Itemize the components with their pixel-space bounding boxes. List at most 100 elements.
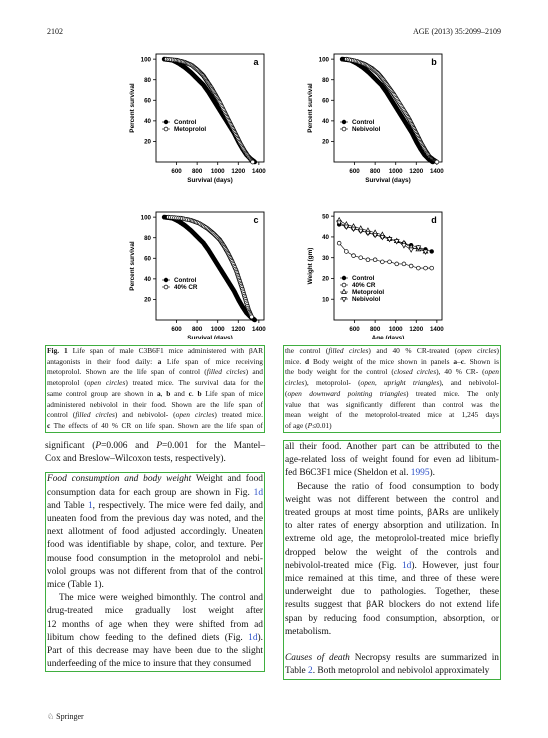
text-span: span by reducing food consumption, absor… <box>285 613 499 624</box>
data-point <box>365 257 371 263</box>
caption-left-line: control (filled circles) and nebivolol- … <box>47 410 263 421</box>
text-span: next allotment of food adjusted accordin… <box>47 527 263 538</box>
publisher-name: Springer <box>56 712 84 721</box>
text-span: ), 40 % CR- ( <box>436 367 485 377</box>
text-span: =0.001 for the Mantel– <box>162 441 266 451</box>
body-column-right: all their food. Another part can be attr… <box>283 440 501 680</box>
footer: ♘ Springer <box>47 712 84 721</box>
text-span: 12 months of age when they were shifted … <box>47 619 263 630</box>
body-right-line: metabolism. <box>285 626 499 639</box>
data-point <box>336 240 342 246</box>
legend-label: Metoprolol <box>352 289 384 296</box>
text-span: closed circles <box>393 367 437 377</box>
y-tick-label: 100 <box>141 214 152 221</box>
text-span: a <box>157 356 162 366</box>
y-tick-label: 50 <box>322 213 329 220</box>
y-tick-label: 20 <box>322 139 329 146</box>
y-tick-label: 80 <box>322 77 329 84</box>
panel-b: 600 800 1000 1200 1400 20 40 60 80 100 Survival (d… <box>307 53 444 184</box>
springer-logo-icon: ♘ <box>47 712 55 721</box>
text-span: open circles <box>457 346 497 355</box>
text-span: mice (Table 1). <box>47 580 104 591</box>
text-span: Fig. 1 <box>47 346 68 355</box>
caption-right-line: mice. d Body weight of the mice shown in… <box>285 357 499 368</box>
data-point <box>252 317 258 323</box>
body-left-line: The mice were weighed bimonthly. The con… <box>47 592 263 605</box>
reference-link[interactable]: 1 <box>87 500 93 511</box>
y-tick-label: 20 <box>144 297 151 304</box>
reference-link[interactable]: 1d <box>253 487 263 498</box>
body-left-line: uneaten food from the previous day was n… <box>47 513 263 526</box>
text-span: ) treated mice. The only <box>406 388 500 398</box>
text-span: open circles <box>86 378 126 388</box>
text-span: ). However, just four <box>411 560 499 571</box>
data-point <box>336 220 343 226</box>
body-right-line: nebivolol-treated mice (Fig. 1d). Howeve… <box>285 560 499 573</box>
text-span: the body weight for the control ( <box>285 367 394 377</box>
text-span: open <box>484 367 499 377</box>
x-tick-label: 1200 <box>409 326 423 333</box>
data-point <box>357 228 364 235</box>
x-axis-label: Survival (days) <box>187 177 232 184</box>
y-tick-label: 40 <box>144 276 151 283</box>
body-left-line: libitum chow feeding to the defined diet… <box>47 632 263 645</box>
caption-left-line: administered nebivolol in their food. Sh… <box>47 400 263 411</box>
data-point <box>416 265 421 271</box>
text-span: . <box>191 388 198 398</box>
text-span: ( <box>285 388 288 398</box>
series-nebivolol <box>344 56 440 165</box>
legend-marker <box>341 288 347 294</box>
data-point <box>372 232 379 239</box>
body-right-line: fed B6C3F1 mice (Sheldon et al. 1995). <box>285 467 499 480</box>
page-number: 2102 <box>47 27 63 36</box>
data-point <box>423 265 428 271</box>
journal-header: AGE (2013) 35:2099–2109 <box>413 27 501 36</box>
text-span: metoprolol ( <box>47 378 87 388</box>
y-axis-label: Percent survival <box>129 83 136 133</box>
text-span: weight was not different between the con… <box>285 494 499 505</box>
reference-link[interactable]: 2 <box>308 666 313 677</box>
reference-link[interactable]: 1d <box>401 560 412 571</box>
text-span: Weight and food <box>191 474 263 485</box>
text-span: nebivolol-treated mice (Fig. <box>285 560 402 571</box>
caption-right-line: of age (P≤0.01) <box>285 421 499 432</box>
data-point <box>422 249 429 255</box>
caption-left-line: Fig. 1 Life span of male C3B6F1 mice adm… <box>47 346 263 357</box>
text-span: significant ( <box>45 441 96 451</box>
x-tick-label: 800 <box>192 326 203 333</box>
reference-link[interactable]: 1995 <box>410 468 430 479</box>
data-point <box>358 255 363 260</box>
legend-label: 40% CR <box>352 282 376 289</box>
body-right-line: treated groups at most time points, βARs… <box>285 507 499 520</box>
body-right-line: Causes of death Necropsy results are sum… <box>285 652 499 665</box>
text-span: . Shown is <box>464 356 499 366</box>
reference-link[interactable]: 1d <box>248 632 258 643</box>
caption-left-line: same control group are shown in a, b and… <box>47 389 263 400</box>
text-span: underfeeding of the mice to insure that … <box>47 659 252 670</box>
panel-a: 600 800 1000 1200 1400 20 40 60 80 100 Survival (d… <box>129 53 266 184</box>
legend-label: Metoprolol <box>174 126 206 133</box>
panel-label: c <box>253 215 258 225</box>
caption-right-box: the control (filled circles) and 40 % CR… <box>283 345 501 433</box>
text-span: ) treated mice. The survival data for th… <box>125 378 263 388</box>
y-axis-label: Weight (gm) <box>307 248 314 285</box>
x-tick-label: 800 <box>192 168 203 175</box>
body-right-line: Because the ratio of food consumption to… <box>285 481 499 494</box>
x-tick-label: 800 <box>370 326 381 333</box>
text-span: Necropsy results are summarized in <box>349 653 499 664</box>
data-point <box>380 259 385 265</box>
body-left-line: drug-treated mice gradually lost weight … <box>47 605 263 618</box>
body-left-line: next allotment of food adjusted accordin… <box>47 526 263 539</box>
y-tick-label: 10 <box>322 296 329 303</box>
legend-marker <box>341 119 347 125</box>
data-point <box>351 253 356 258</box>
x-tick-label: 1000 <box>211 168 225 175</box>
panel-label: d <box>431 215 437 225</box>
text-span: , respectively. The mice were fed daily,… <box>92 500 263 511</box>
y-tick-label: 40 <box>322 118 329 125</box>
data-point <box>372 257 378 263</box>
legend-label: Nebivolol <box>352 126 381 133</box>
x-tick-label: 800 <box>370 168 381 175</box>
data-point <box>429 249 434 254</box>
body-left-line: consumption data for each group are show… <box>47 487 263 500</box>
